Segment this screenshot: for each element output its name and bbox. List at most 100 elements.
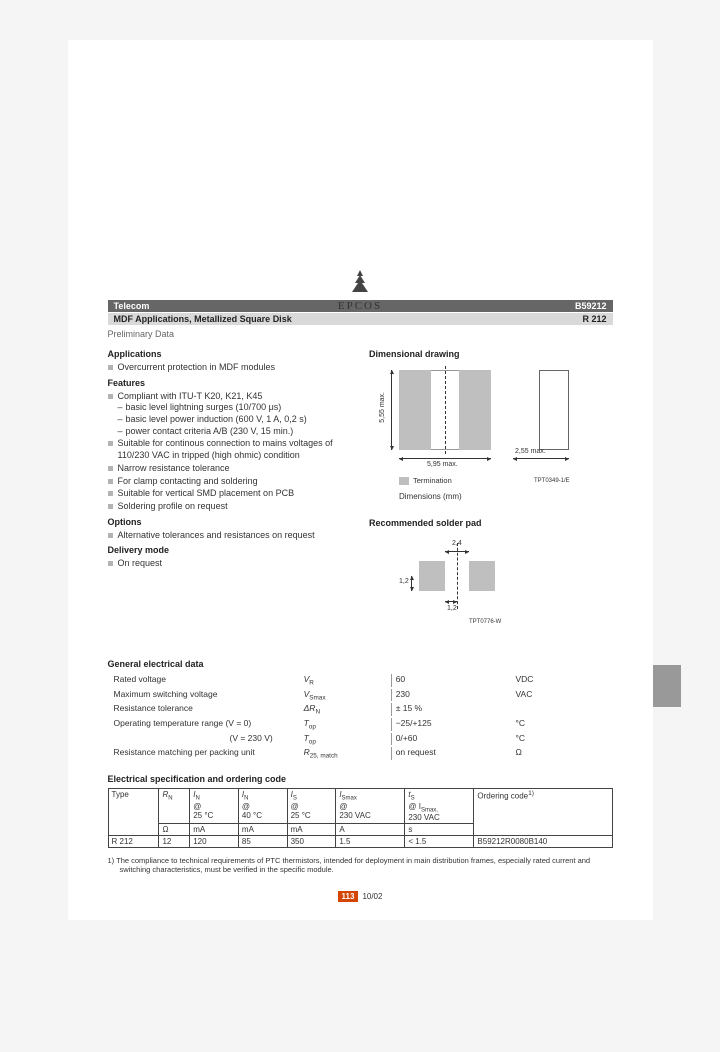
cell: −25/+125 bbox=[391, 718, 510, 731]
col-is25: IS@25 °C bbox=[287, 789, 336, 824]
cell: ΔRN bbox=[300, 703, 389, 716]
page-number: 113 bbox=[338, 891, 359, 902]
cell: on request bbox=[391, 747, 510, 760]
epcos-logo-icon bbox=[349, 270, 371, 298]
col-ts: tS@ ISmax,230 VAC bbox=[405, 789, 474, 824]
cell: 60 bbox=[391, 674, 510, 687]
bar-left: MDF Applications, Metallized Square Disk bbox=[114, 314, 292, 324]
col-code: Ordering code1) bbox=[474, 789, 612, 836]
cell: VSmax bbox=[300, 689, 389, 702]
solder-dim-gap-label: 2,4 bbox=[452, 540, 462, 547]
list-item: Alternative tolerances and resistances o… bbox=[108, 530, 352, 542]
cell: Resistance matching per packing unit bbox=[110, 747, 298, 760]
cell: 350 bbox=[287, 836, 336, 848]
solder-pad-right bbox=[469, 561, 495, 591]
solder-heading: Recommended solder pad bbox=[369, 518, 613, 528]
dimensional-drawing: 5,55 max. 5,95 max. 2,55 max. Terminatio… bbox=[369, 362, 613, 502]
list-item: On request bbox=[108, 558, 352, 570]
list-item: Suitable for continous connection to mai… bbox=[108, 438, 352, 461]
right-column: Dimensional drawing 5,55 max. 5,95 max. … bbox=[369, 345, 613, 651]
unit: A bbox=[336, 824, 405, 836]
cell: 0/+60 bbox=[391, 733, 510, 746]
cell: VAC bbox=[511, 689, 610, 702]
list-item: Overcurrent protection in MDF modules bbox=[108, 362, 352, 374]
cell: < 1.5 bbox=[405, 836, 474, 848]
cell: 1.5 bbox=[336, 836, 405, 848]
unit: Ω bbox=[159, 824, 190, 836]
table-row: (V = 230 V)Top0/+60°C bbox=[110, 733, 611, 746]
solder-dim-h-arrow bbox=[411, 576, 412, 591]
col-in25: IN@25 °C bbox=[190, 789, 239, 824]
cell: 230 bbox=[391, 689, 510, 702]
features-list: Compliant with ITU-T K20, K21, K45 basic… bbox=[108, 391, 352, 513]
termination-left bbox=[399, 370, 431, 450]
solder-code: TPT0776-W bbox=[469, 619, 501, 625]
footnote: 1) The compliance to technical requireme… bbox=[108, 856, 613, 874]
col-in40: IN@40 °C bbox=[238, 789, 287, 824]
spec-heading: Electrical specification and ordering co… bbox=[108, 774, 613, 784]
ged-heading: General electrical data bbox=[108, 659, 613, 669]
centerline bbox=[445, 366, 446, 454]
cell: VDC bbox=[511, 674, 610, 687]
list-item: basic level power induction (600 V, 1 A,… bbox=[118, 414, 352, 426]
solder-dim-gap bbox=[445, 551, 469, 552]
applications-list: Overcurrent protection in MDF modules bbox=[108, 362, 352, 374]
bar-right: R 212 bbox=[582, 314, 606, 324]
dim-arrow-w bbox=[399, 458, 491, 459]
cell: Top bbox=[300, 733, 389, 746]
col-rn: RN bbox=[159, 789, 190, 824]
logo-block: EPCOS bbox=[68, 270, 653, 312]
cell bbox=[511, 703, 610, 716]
list-item: power contact criteria A/B (230 V, 15 mi… bbox=[118, 426, 352, 438]
cell: Top bbox=[300, 718, 389, 731]
dim-caption: Dimensions (mm) bbox=[399, 492, 462, 501]
cell: (V = 230 V) bbox=[110, 733, 298, 746]
cell: Rated voltage bbox=[110, 674, 298, 687]
unit: mA bbox=[238, 824, 287, 836]
unit: mA bbox=[190, 824, 239, 836]
applications-heading: Applications bbox=[108, 349, 352, 359]
options-list: Alternative tolerances and resistances o… bbox=[108, 530, 352, 542]
termination-right bbox=[459, 370, 491, 450]
options-heading: Options bbox=[108, 517, 352, 527]
electrical-spec-table: Type RN IN@25 °C IN@40 °C IS@25 °C ISmax… bbox=[108, 788, 613, 848]
page-footer: 11310/02 bbox=[68, 891, 653, 902]
general-electrical-table: Rated voltageVR60VDC Maximum switching vo… bbox=[108, 672, 613, 762]
unit: s bbox=[405, 824, 474, 836]
legend-swatch bbox=[399, 477, 409, 485]
cell: °C bbox=[511, 718, 610, 731]
list-item: Compliant with ITU-T K20, K21, K45 basic… bbox=[108, 391, 352, 438]
side-view bbox=[539, 370, 569, 450]
header-bar-product: MDF Applications, Metallized Square Disk… bbox=[108, 313, 613, 325]
solder-centerline bbox=[457, 543, 458, 609]
table-row: Resistance matching per packing unitR25,… bbox=[110, 747, 611, 760]
cell: 85 bbox=[238, 836, 287, 848]
datasheet-page: EPCOS Telecom B59212 MDF Applications, M… bbox=[68, 40, 653, 920]
legend: Termination bbox=[399, 476, 452, 485]
dim-height-label: 5,55 max. bbox=[379, 392, 386, 423]
list-item: Suitable for vertical SMD placement on P… bbox=[108, 488, 352, 500]
solder-pad-left bbox=[419, 561, 445, 591]
cell: ± 15 % bbox=[391, 703, 510, 716]
footer-date: 10/02 bbox=[362, 892, 382, 901]
cell: Ω bbox=[511, 747, 610, 760]
cell: 120 bbox=[190, 836, 239, 848]
cell: R 212 bbox=[108, 836, 159, 848]
table-row: Rated voltageVR60VDC bbox=[110, 674, 611, 687]
spec-row: R 212 12 120 85 350 1.5 < 1.5 B59212R008… bbox=[108, 836, 612, 848]
cell: Resistance tolerance bbox=[110, 703, 298, 716]
cell: 12 bbox=[159, 836, 190, 848]
dim-drawing-heading: Dimensional drawing bbox=[369, 349, 613, 359]
list-item: For clamp contacting and soldering bbox=[108, 476, 352, 488]
dim-arrow-term bbox=[513, 458, 569, 459]
unit: mA bbox=[287, 824, 336, 836]
brand-name: EPCOS bbox=[68, 300, 653, 312]
left-column: Applications Overcurrent protection in M… bbox=[108, 345, 352, 651]
solder-pad-drawing: 2,4 1,2 1,2 TPT0776-W bbox=[369, 531, 613, 651]
cell: B59212R0080B140 bbox=[474, 836, 612, 848]
delivery-list: On request bbox=[108, 558, 352, 570]
list-item: Narrow resistance tolerance bbox=[108, 463, 352, 475]
cell: Maximum switching voltage bbox=[110, 689, 298, 702]
solder-dim-h-label: 1,2 bbox=[399, 578, 409, 585]
cell: Operating temperature range (V = 0) bbox=[110, 718, 298, 731]
